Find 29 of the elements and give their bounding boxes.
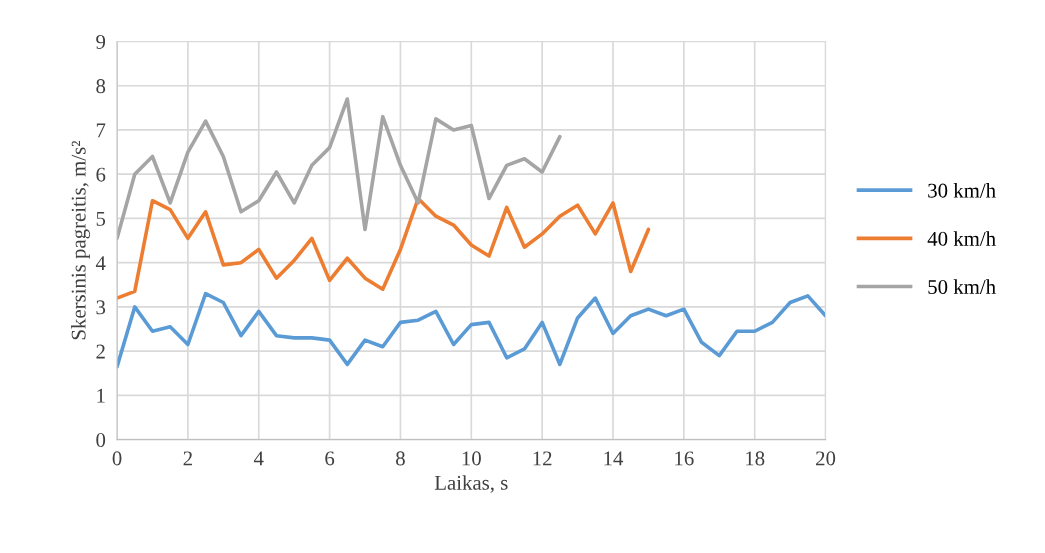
x-tick-label: 20	[816, 451, 836, 466]
legend-label: 30 km/h	[928, 182, 996, 198]
line-series	[117, 97, 562, 241]
y-tick-label: 8	[96, 79, 106, 94]
x-tick-label: 6	[325, 451, 335, 466]
x-tick-label: 12	[533, 451, 552, 466]
y-tick-label: 0	[96, 433, 106, 448]
y-tick-label: 6	[96, 167, 106, 182]
y-tick-label: 2	[96, 344, 105, 359]
x-tick-label: 10	[462, 451, 481, 466]
x-tick-label: 18	[746, 451, 765, 466]
y-tick-label: 4	[95, 256, 106, 270]
y-tick-label: 9	[96, 34, 106, 49]
x-tick-label: 4	[253, 451, 264, 466]
x-tick-label: 16	[675, 451, 694, 466]
y-axis-title: Skersinis pagreitis, m/s²	[71, 140, 90, 340]
line-series	[117, 291, 826, 369]
y-tick-label: 7	[96, 123, 106, 138]
x-tick-label: 2	[183, 451, 192, 466]
y-tick-label: 3	[96, 300, 106, 315]
x-tick-label: 0	[112, 451, 122, 466]
x-tick-label: 8	[396, 451, 405, 466]
x-tick-label: 14	[604, 451, 624, 466]
x-axis-title: Laikas, s	[434, 475, 508, 493]
line-series	[117, 196, 651, 300]
y-tick-label: 1	[97, 388, 105, 403]
legend-label: 50 km/h	[928, 279, 996, 295]
legend-label: 40 km/h	[927, 231, 996, 246]
y-tick-label: 5	[96, 212, 106, 226]
